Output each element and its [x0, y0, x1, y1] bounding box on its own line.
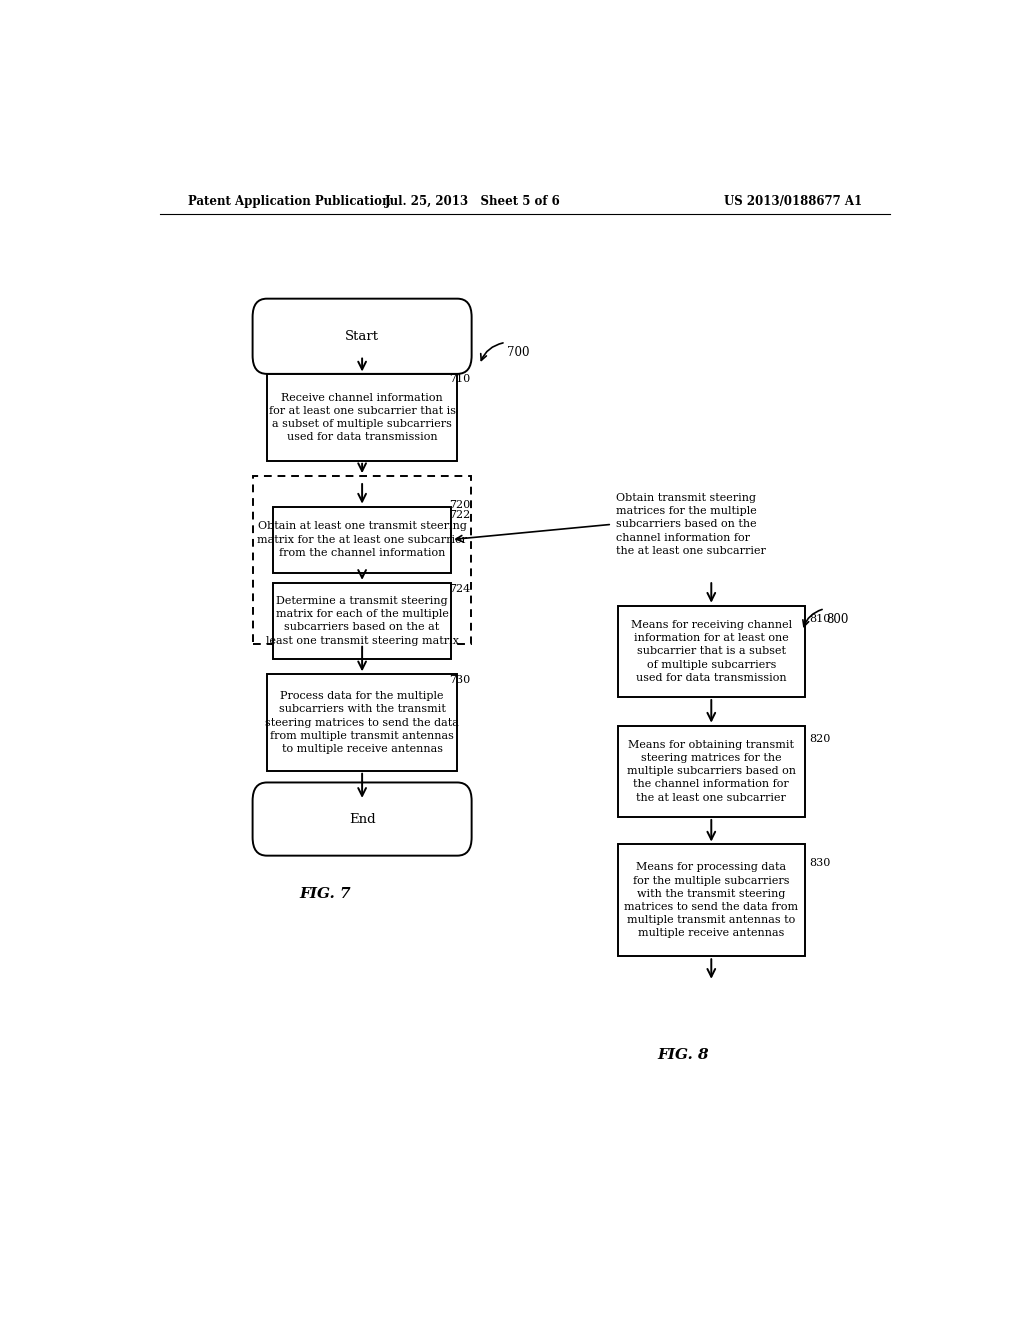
Text: 720: 720: [450, 500, 471, 510]
Text: 722: 722: [450, 510, 471, 520]
Bar: [618, 845, 805, 956]
Text: 730: 730: [450, 675, 471, 685]
Text: Jul. 25, 2013   Sheet 5 of 6: Jul. 25, 2013 Sheet 5 of 6: [385, 194, 561, 207]
Bar: [272, 582, 452, 659]
Bar: [267, 375, 458, 461]
Text: 810: 810: [809, 614, 830, 624]
Text: Receive channel information
for at least one subcarrier that is
a subset of mult: Receive channel information for at least…: [268, 393, 456, 442]
Text: Means for receiving channel
information for at least one
subcarrier that is a su: Means for receiving channel information …: [631, 620, 792, 682]
Text: Obtain at least one transmit steering
matrix for the at least one subcarrier
fro: Obtain at least one transmit steering ma…: [257, 521, 467, 558]
Text: 724: 724: [450, 585, 471, 594]
Text: Patent Application Publication: Patent Application Publication: [187, 194, 390, 207]
Text: 820: 820: [809, 734, 830, 743]
FancyBboxPatch shape: [253, 783, 472, 855]
Bar: [272, 507, 452, 573]
Text: 710: 710: [450, 374, 471, 384]
Text: 800: 800: [826, 612, 849, 626]
Text: FIG. 7: FIG. 7: [299, 887, 350, 902]
FancyBboxPatch shape: [253, 298, 472, 374]
Text: Obtain transmit steering
matrices for the multiple
subcarriers based on the
chan: Obtain transmit steering matrices for th…: [616, 492, 766, 556]
Text: Means for obtaining transmit
steering matrices for the
multiple subcarriers base: Means for obtaining transmit steering ma…: [627, 741, 796, 803]
Bar: [618, 606, 805, 697]
Text: FIG. 8: FIG. 8: [657, 1048, 710, 1061]
Bar: [253, 477, 471, 644]
Text: 700: 700: [507, 346, 529, 359]
Text: US 2013/0188677 A1: US 2013/0188677 A1: [724, 194, 862, 207]
Text: Start: Start: [345, 330, 379, 343]
Bar: [267, 675, 458, 771]
Text: End: End: [349, 813, 376, 825]
Text: Process data for the multiple
subcarriers with the transmit
steering matrices to: Process data for the multiple subcarrier…: [265, 692, 459, 754]
Text: Determine a transmit steering
matrix for each of the multiple
subcarriers based : Determine a transmit steering matrix for…: [265, 597, 459, 645]
Text: 830: 830: [809, 858, 830, 867]
Bar: [618, 726, 805, 817]
Text: Means for processing data
for the multiple subcarriers
with the transmit steerin: Means for processing data for the multip…: [625, 862, 799, 939]
